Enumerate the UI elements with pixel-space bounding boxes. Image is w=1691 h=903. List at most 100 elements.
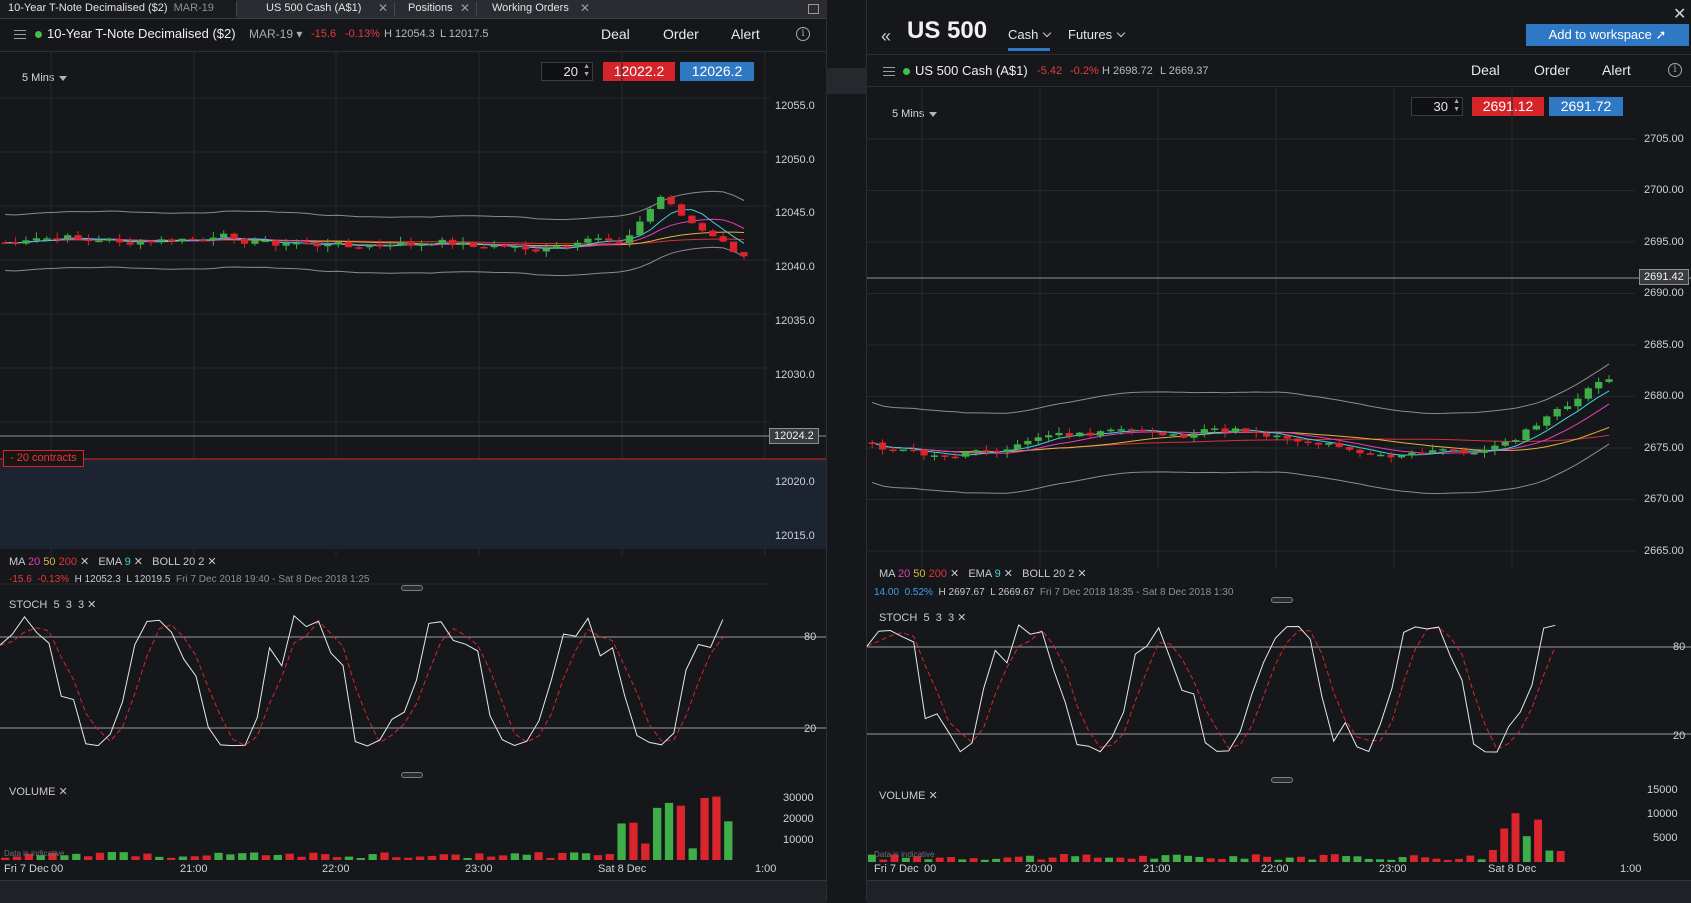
low-value: L 2669.37	[1160, 65, 1209, 77]
alert-button[interactable]: Alert	[1602, 62, 1631, 78]
candle	[1418, 452, 1426, 455]
volume-bar	[451, 854, 460, 860]
volume-bar	[629, 822, 638, 860]
info-icon[interactable]: i	[1668, 63, 1682, 77]
candle	[105, 239, 113, 241]
add-to-workspace-button[interactable]: Add to workspace ➚	[1526, 24, 1689, 46]
quantity-input[interactable]: 20 ▲ ▼	[541, 62, 593, 81]
volume-bar	[641, 843, 650, 860]
summary-row: 14.00 0.52% H 2697.67 L 2669.67 Fri 7 De…	[874, 587, 1234, 598]
candle	[1024, 440, 1032, 445]
order-button[interactable]: Order	[663, 26, 699, 42]
candle	[480, 246, 488, 249]
close-icon[interactable]: ✕	[377, 1, 388, 15]
expiry-select[interactable]: MAR-19 ▾	[249, 27, 303, 41]
candle	[240, 238, 249, 244]
close-icon[interactable]: ✕	[459, 1, 470, 15]
tab-tnote[interactable]: 10-Year T-Note Decimalised ($2) MAR-19	[0, 0, 236, 18]
y-tick: 12020.0	[775, 476, 815, 488]
candle	[396, 242, 405, 245]
tab-positions[interactable]: Positions ✕	[408, 1, 470, 15]
popout-icon[interactable]	[808, 4, 819, 14]
close-icon[interactable]: ✕	[133, 556, 143, 568]
candle	[1345, 446, 1354, 450]
alert-button[interactable]: Alert	[731, 26, 760, 42]
close-icon[interactable]: ✕	[928, 790, 938, 802]
close-icon[interactable]: ✕	[207, 556, 217, 568]
close-icon[interactable]: ✕	[957, 612, 967, 624]
volume-bar	[1387, 859, 1396, 862]
candle	[1003, 449, 1011, 453]
resize-handle[interactable]	[1271, 777, 1293, 783]
indicator-legend: MA 20 50 200 ✕ EMA 9 ✕ BOLL 20 2 ✕	[879, 568, 1087, 580]
vol-tick: 15000	[1647, 784, 1678, 796]
resize-handle[interactable]	[401, 585, 423, 591]
ema-line	[872, 390, 1610, 456]
timeframe-select[interactable]: 5 Mins	[22, 72, 67, 84]
candle	[1273, 435, 1281, 438]
menu-icon[interactable]	[883, 67, 895, 76]
buy-button[interactable]: 12026.2	[680, 62, 754, 81]
close-icon[interactable]: ✕	[1003, 568, 1013, 580]
boll-lower	[5, 246, 745, 277]
quantity-input[interactable]: 30 ▲ ▼	[1411, 97, 1463, 116]
close-icon[interactable]: ✕	[579, 1, 590, 15]
close-icon[interactable]: ✕	[87, 599, 97, 611]
volume-bar	[868, 854, 876, 862]
volume-bar	[475, 853, 484, 860]
navigator-strip[interactable]	[0, 880, 826, 903]
deal-button[interactable]: Deal	[1471, 62, 1500, 78]
deal-button[interactable]: Deal	[601, 26, 630, 42]
buy-button[interactable]: 2691.72	[1549, 97, 1623, 116]
position-contracts[interactable]: - 20 contracts	[3, 450, 84, 467]
price-tag: 12024.2	[769, 428, 819, 444]
candle	[709, 230, 717, 237]
volume-bar	[676, 805, 686, 860]
close-panel-icon[interactable]: ✕	[1673, 6, 1687, 23]
close-icon[interactable]: ✕	[79, 556, 90, 568]
tab-cash[interactable]: Cash	[1008, 27, 1052, 51]
volume-bar	[1026, 855, 1034, 862]
navigator-strip[interactable]	[867, 880, 1691, 903]
resize-handle[interactable]	[1271, 597, 1293, 603]
candle	[220, 233, 228, 238]
sell-button[interactable]: 12022.2	[603, 62, 675, 81]
close-icon[interactable]: ✕	[58, 786, 68, 798]
candle	[282, 243, 290, 246]
close-icon[interactable]: ✕	[1077, 568, 1087, 580]
candle	[313, 243, 322, 247]
x-tick: 1:00	[1620, 863, 1642, 875]
candle	[1128, 429, 1136, 431]
volume-bar	[1082, 854, 1091, 862]
resize-handle[interactable]	[401, 772, 423, 778]
tab-working-orders[interactable]: Working Orders ✕	[492, 1, 590, 15]
close-icon[interactable]: ✕	[949, 568, 960, 580]
volume-bar	[392, 857, 401, 860]
candle	[563, 246, 571, 248]
volume-bar	[1003, 857, 1012, 862]
x-tick: 22:00	[322, 863, 350, 875]
info-icon[interactable]: i	[796, 27, 810, 41]
candle	[1262, 432, 1271, 437]
volume-bar	[581, 853, 591, 860]
order-button[interactable]: Order	[1534, 62, 1570, 78]
right-price-chart[interactable]	[867, 88, 1691, 568]
sell-button[interactable]: 2691.12	[1472, 97, 1544, 116]
x-tick: 20:00	[1025, 863, 1053, 875]
timeframe-select[interactable]: 5 Mins	[892, 108, 937, 120]
candle	[615, 240, 623, 243]
candle	[1148, 430, 1157, 433]
volume-bar	[688, 848, 697, 860]
menu-icon[interactable]	[14, 30, 26, 39]
change-pct: -0.13%	[345, 28, 380, 40]
tab-futures[interactable]: Futures	[1068, 27, 1126, 42]
left-price-chart[interactable]	[0, 52, 826, 585]
volume-bar	[1500, 828, 1509, 862]
collapse-icon[interactable]: «	[881, 26, 892, 46]
x-tick: Fri 7 Dec	[4, 863, 49, 875]
candle	[1501, 441, 1509, 446]
volume-bar	[202, 855, 211, 860]
tab-us500[interactable]: US 500 Cash (A$1) ✕	[266, 1, 388, 15]
x-tick: 00	[51, 863, 64, 875]
candle	[1439, 449, 1447, 451]
